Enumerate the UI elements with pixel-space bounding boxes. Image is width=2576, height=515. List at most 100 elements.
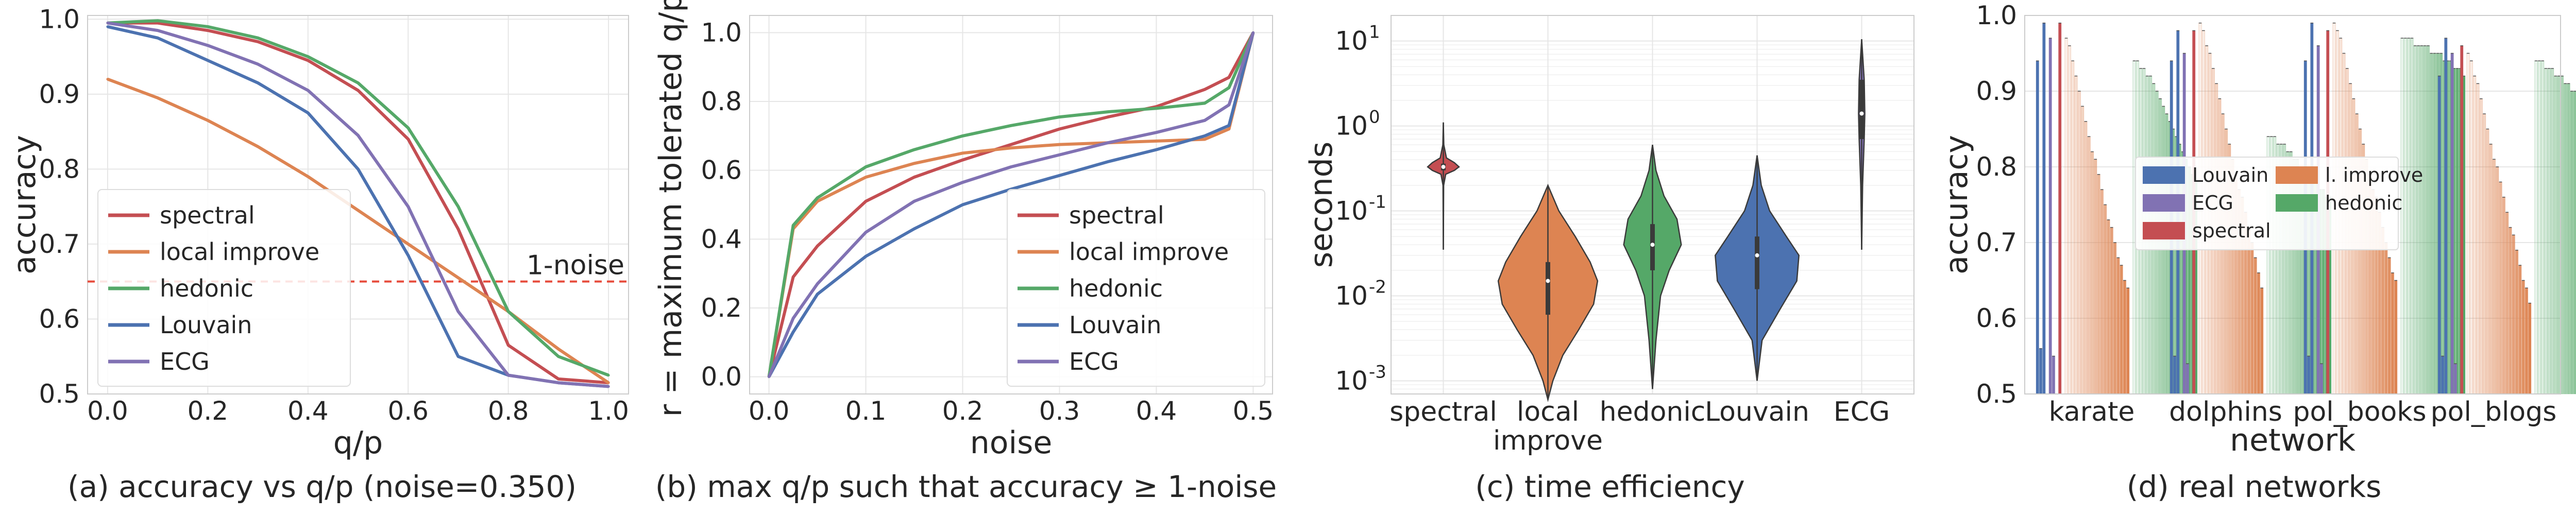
bar-local_improve (2126, 287, 2130, 394)
y-tick-label: 0.8 (1976, 152, 2017, 182)
data-point-spectral (557, 377, 560, 381)
data-point-ecg (607, 385, 610, 388)
data-point-ecg (156, 29, 159, 32)
bar-ecg (2453, 363, 2458, 394)
bar-local_improve (2257, 272, 2261, 394)
bar-local_improve (2107, 219, 2110, 394)
bar-ecg (2185, 363, 2190, 394)
violin-median-ecg (1859, 111, 1864, 116)
bar-local_improve (2482, 113, 2486, 394)
data-point-louvain (456, 355, 460, 358)
x-tick-label: 0.4 (1136, 396, 1177, 426)
data-point-louvain (106, 25, 109, 28)
x-tick-label: 0.1 (845, 396, 887, 426)
data-point-local_improve (206, 119, 209, 122)
y-tick-label: 0.9 (39, 79, 80, 109)
data-point-ecg (1155, 131, 1158, 134)
y-tick-exponent: 1 (1369, 22, 1380, 43)
data-point-local_improve (1058, 143, 1061, 146)
data-point-ecg (406, 205, 410, 208)
bar-local_improve (2247, 227, 2251, 394)
bar-local_improve (2221, 113, 2225, 394)
data-point-hedonic (156, 19, 159, 22)
bar-local_improve (2116, 257, 2120, 394)
data-point-ecg (1010, 165, 1012, 168)
data-point-local_improve (961, 151, 964, 154)
data-point-ecg (865, 231, 868, 234)
x-tick-label: dolphins (2169, 397, 2282, 427)
data-point-louvain (257, 81, 260, 84)
legend-swatch-ecg (2143, 194, 2185, 212)
legend-label-louvain: Louvain (1069, 311, 1161, 339)
threshold-annotation: 1-noise (527, 250, 624, 281)
data-point-hedonic (1058, 115, 1061, 118)
data-point-louvain (1203, 134, 1206, 138)
y-axis-label: accuracy (7, 135, 43, 274)
y-tick-exponent: -1 (1369, 192, 1386, 213)
bar-louvain (2307, 356, 2311, 394)
bar-louvain (2039, 348, 2043, 394)
y-tick-label: 0.0 (701, 362, 742, 392)
y-tick-label: 0.9 (1976, 76, 2017, 106)
bar-hedonic (2433, 53, 2436, 394)
bar-local_improve (2515, 250, 2519, 394)
data-point-spectral (1010, 143, 1012, 146)
data-point-spectral (507, 344, 510, 347)
legend-label-spectral: spectral (160, 201, 255, 229)
x-tick-label: improve (1493, 425, 1603, 456)
y-tick-label: 10 (1335, 196, 1368, 226)
data-point-spectral (307, 59, 310, 62)
legend-label-local_improve: local improve (1069, 238, 1229, 266)
data-point-spectral (456, 228, 460, 231)
bar-hedonic (2544, 68, 2548, 394)
data-point-louvain (406, 254, 410, 257)
data-point-hedonic (557, 355, 560, 358)
data-point-hedonic (816, 196, 819, 199)
y-tick-label: 0.7 (39, 229, 80, 259)
y-tick-label: 1.0 (701, 18, 742, 47)
data-point-ecg (357, 134, 360, 137)
bar-hedonic (2573, 91, 2576, 394)
x-tick-label: Louvain (1705, 397, 1809, 427)
bar-louvain (2042, 23, 2046, 394)
bar-local_improve (2489, 144, 2493, 394)
legend-swatch-spectral (2143, 222, 2185, 239)
bar-local_improve (2512, 234, 2515, 394)
data-point-hedonic (913, 148, 916, 151)
y-tick-exponent: -3 (1369, 362, 1386, 382)
data-point-louvain (307, 111, 310, 114)
bar-local_improve (2087, 136, 2091, 394)
bar-local_improve (2097, 174, 2100, 394)
data-point-local_improve (257, 145, 260, 148)
bar-hedonic (2554, 76, 2557, 394)
legend-swatch-hedonic (2276, 194, 2318, 212)
bar-local_improve (2084, 121, 2088, 394)
x-tick-label: 0.8 (488, 396, 529, 426)
legend-label-hedonic: hedonic (2325, 192, 2402, 214)
data-point-local_improve (307, 175, 310, 178)
legend-swatch-local_improve (2276, 166, 2318, 184)
y-axis-label: seconds (1303, 142, 1340, 268)
bar-local_improve (2496, 166, 2499, 394)
data-point-ecg (1227, 104, 1230, 107)
bar-local_improve (2080, 106, 2084, 394)
x-axis-label: noise (970, 425, 1053, 461)
bar-local_improve (2100, 189, 2104, 394)
data-point-spectral (792, 276, 795, 279)
data-point-louvain (1227, 124, 1230, 127)
x-tick-label: 1.0 (588, 396, 629, 426)
bar-local_improve (2077, 91, 2081, 394)
legend-label-local_improve: local improve (160, 238, 319, 266)
bar-hedonic (2547, 68, 2551, 394)
data-point-ecg (106, 22, 109, 25)
data-point-ecg (507, 374, 510, 377)
legend-label-hedonic: hedonic (160, 274, 253, 302)
legend-label-spectral: spectral (2192, 219, 2271, 242)
y-tick-label: 0.6 (701, 156, 742, 185)
y-axis-label: r = maximum tolerated q/p (653, 0, 689, 417)
violin-median-hedonic (1650, 243, 1655, 247)
bar-hedonic (2560, 76, 2564, 394)
bar-local_improve (2103, 204, 2107, 394)
data-point-ecg (768, 375, 771, 379)
bar-hedonic (2550, 68, 2554, 394)
